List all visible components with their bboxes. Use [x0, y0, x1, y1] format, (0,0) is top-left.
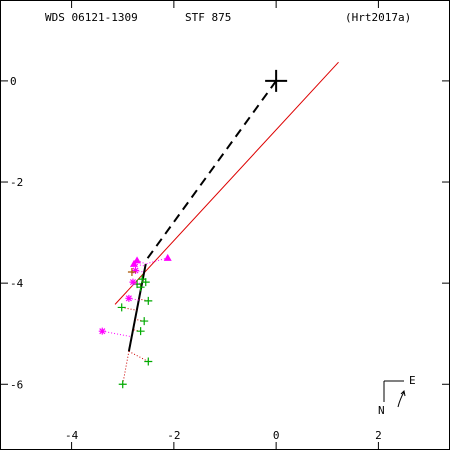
magenta-triangle-2 [163, 253, 172, 261]
magenta-residual-2 [145, 257, 168, 265]
header-center: STF 875 [185, 11, 231, 24]
magenta-triangle-0 [133, 256, 142, 264]
dashed-line [143, 80, 277, 264]
green-point-4 [144, 296, 153, 305]
magenta-star-3 [132, 267, 140, 275]
fit-line [114, 61, 339, 305]
green-point-5 [117, 303, 126, 312]
x-tick-label-3: 2 [375, 429, 382, 442]
compass-north-label: N [378, 404, 385, 417]
green-residual-5 [121, 306, 137, 311]
y-tick-label-3: -6 [10, 378, 23, 391]
y-tick-label-0: 0 [10, 75, 17, 88]
green-point-9 [118, 380, 127, 389]
magenta-residual-6 [102, 330, 132, 338]
primary-star-marker [265, 69, 288, 92]
x-tick-label-2: 0 [273, 429, 280, 442]
green-point-7 [136, 327, 145, 336]
green-point-1 [141, 278, 150, 287]
motion-arrow-icon [397, 389, 406, 408]
observation-points [98, 69, 288, 389]
magenta-star-4 [129, 278, 137, 286]
green-point-6 [140, 317, 149, 326]
brown-point-0 [127, 268, 136, 277]
magenta-star-6 [98, 327, 106, 335]
green-point-8 [144, 357, 153, 366]
compass: E N [378, 374, 416, 417]
compass-east-label: E [409, 374, 416, 387]
magenta-star-5 [125, 294, 133, 302]
green-residual-7 [132, 329, 141, 332]
header-right: (Hrt2017a) [345, 11, 411, 24]
y-tick-label-2: -4 [10, 277, 24, 290]
y-tick-label-1: -2 [10, 176, 23, 189]
green-residual-8 [128, 350, 149, 362]
header-left: WDS 06121-1309 [45, 11, 138, 24]
x-tick-label-0: -4 [65, 429, 79, 442]
magenta-residual-1 [133, 263, 146, 267]
magenta-triangle-1 [129, 259, 138, 267]
green-residual-9 [122, 351, 130, 385]
x-tick-label-1: -2 [167, 429, 180, 442]
